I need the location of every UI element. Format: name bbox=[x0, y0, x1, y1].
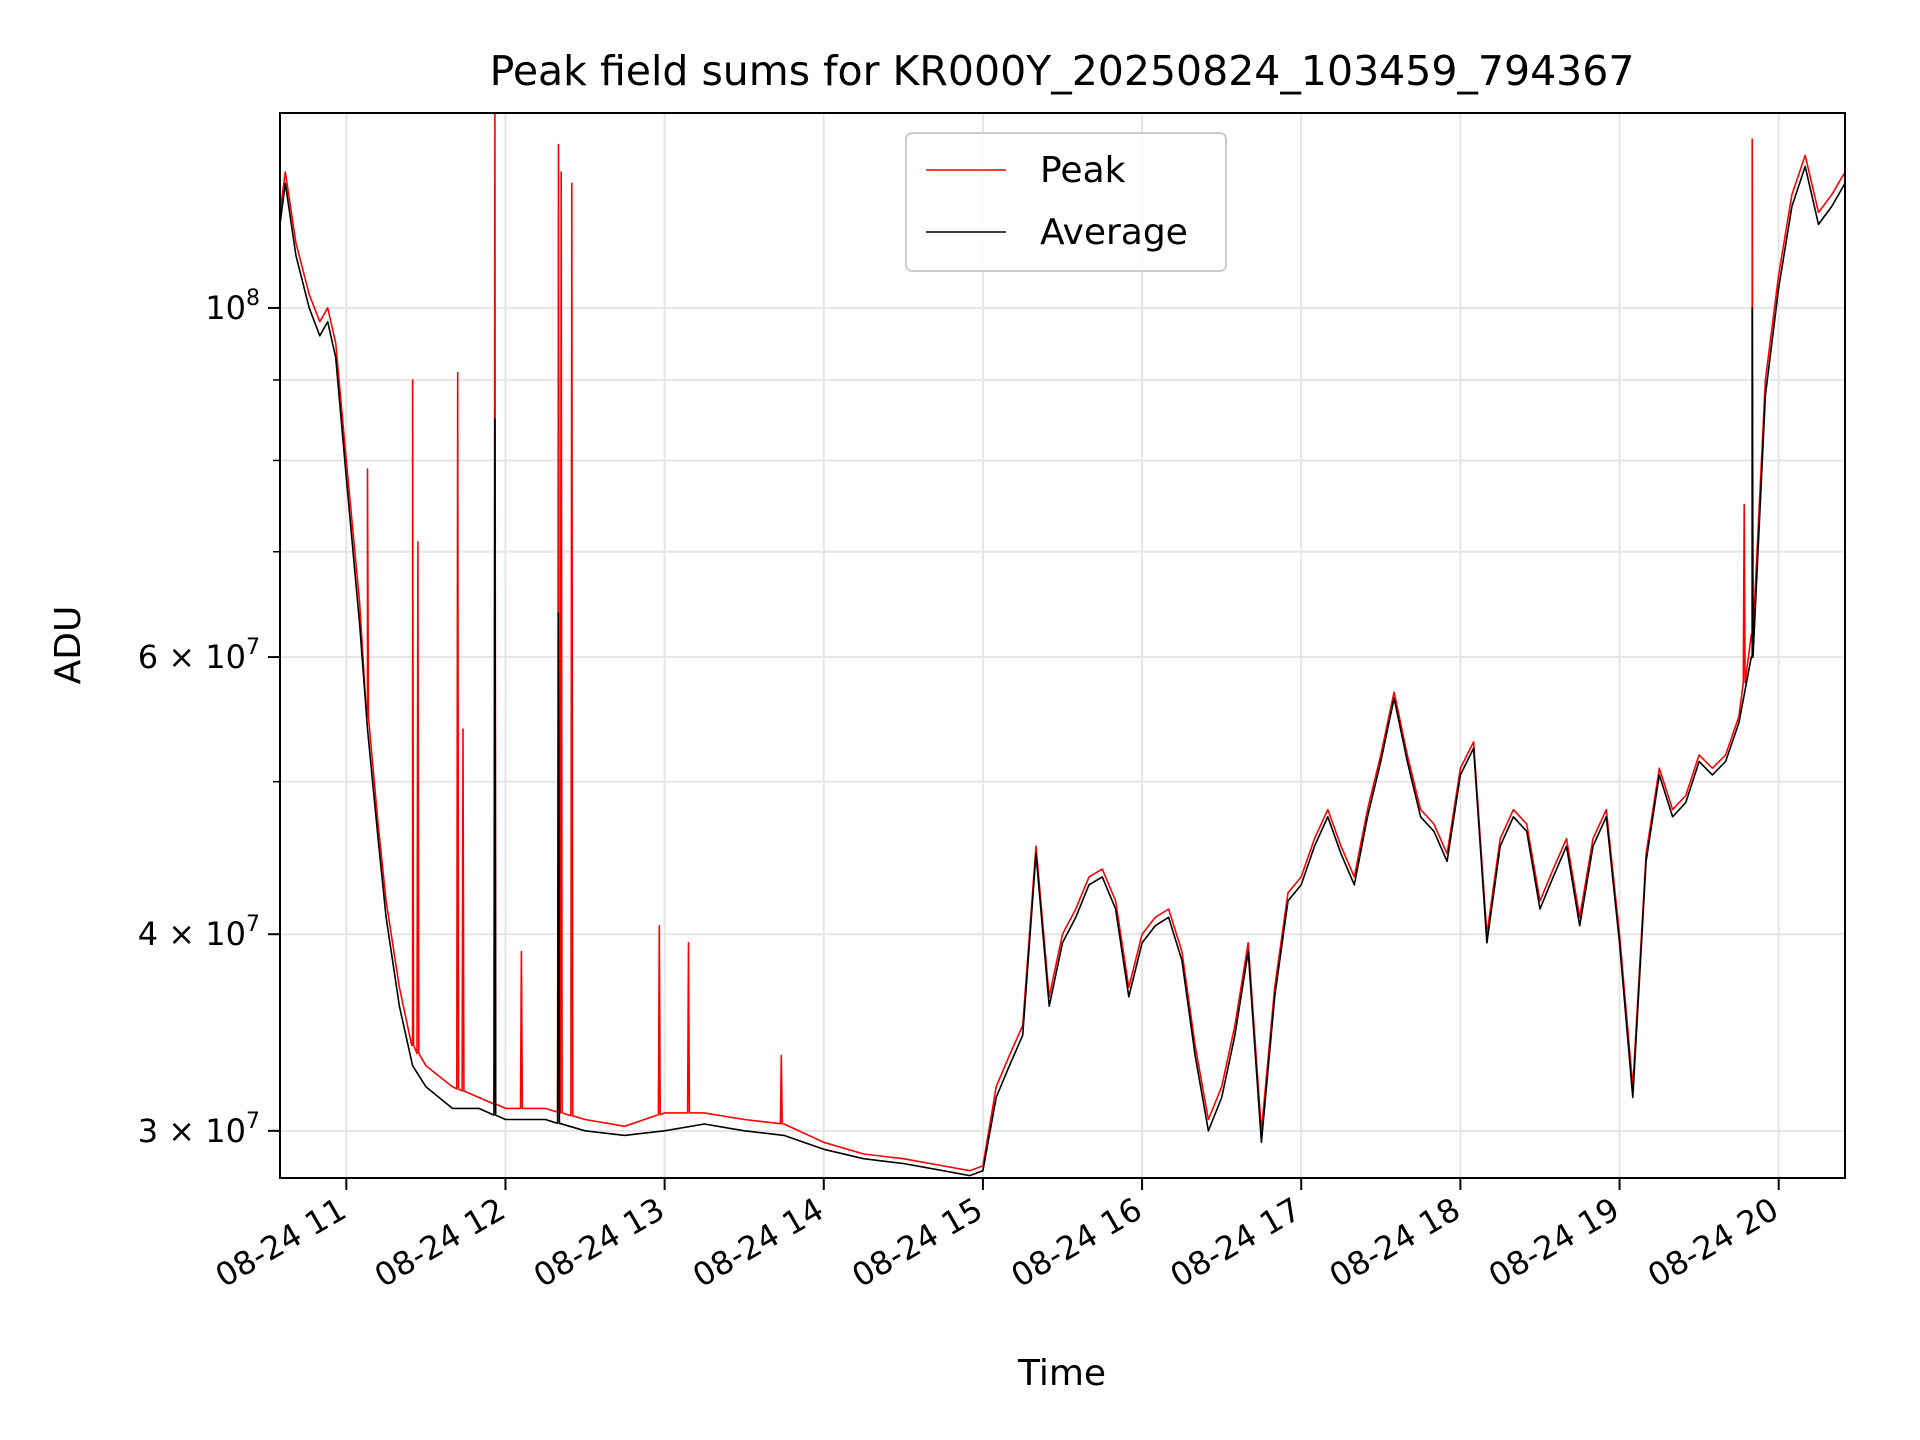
grid-lines bbox=[280, 113, 1845, 1178]
y-tick-label: 108 bbox=[205, 286, 260, 327]
y-tick-label: 4 × 107 bbox=[138, 912, 260, 953]
y-axis-label: ADU bbox=[48, 606, 89, 685]
legend-box bbox=[905, 132, 1227, 272]
plot-lines bbox=[279, 112, 1846, 1177]
legend-label-peak: Peak bbox=[1040, 150, 1126, 191]
legend-label-average: Average bbox=[1040, 212, 1188, 253]
y-axis: 3 × 107 4 × 107 6 × 107 108 bbox=[138, 286, 280, 1150]
chart-title: Peak field sums for KR000Y_20250824_1034… bbox=[490, 47, 1635, 95]
plot-frame bbox=[279, 112, 1846, 1179]
series-line-average bbox=[279, 165, 1846, 1177]
y-tick-label: 3 × 107 bbox=[138, 1109, 260, 1150]
legend: Peak Average bbox=[905, 132, 1227, 272]
series-line-peak bbox=[279, 112, 1846, 1172]
x-axis-label: Time bbox=[1017, 1353, 1106, 1394]
y-tick-label: 6 × 107 bbox=[138, 635, 260, 676]
